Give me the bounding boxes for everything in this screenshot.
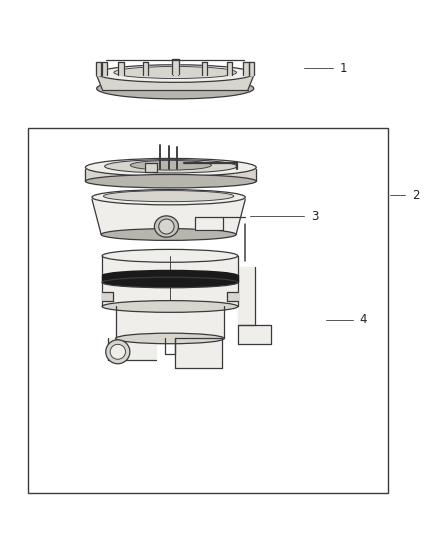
Polygon shape xyxy=(102,292,113,301)
Polygon shape xyxy=(118,62,124,75)
Polygon shape xyxy=(238,266,255,325)
Ellipse shape xyxy=(85,158,256,176)
Ellipse shape xyxy=(97,65,254,83)
Ellipse shape xyxy=(102,301,238,312)
Polygon shape xyxy=(143,62,148,75)
Polygon shape xyxy=(172,59,179,74)
Polygon shape xyxy=(202,62,207,75)
Ellipse shape xyxy=(154,216,178,237)
Polygon shape xyxy=(244,62,249,75)
Polygon shape xyxy=(92,199,245,235)
Ellipse shape xyxy=(102,277,238,288)
Polygon shape xyxy=(102,275,238,282)
Polygon shape xyxy=(249,62,254,75)
Polygon shape xyxy=(227,292,238,301)
Polygon shape xyxy=(102,256,238,306)
Ellipse shape xyxy=(116,333,224,344)
Text: 4: 4 xyxy=(359,313,367,326)
Ellipse shape xyxy=(102,249,238,262)
Ellipse shape xyxy=(101,229,236,240)
Polygon shape xyxy=(238,325,271,344)
Ellipse shape xyxy=(106,340,130,364)
Text: 1: 1 xyxy=(339,62,347,75)
Ellipse shape xyxy=(105,159,237,173)
Ellipse shape xyxy=(97,78,254,99)
Bar xyxy=(28,128,388,493)
Ellipse shape xyxy=(110,344,126,359)
Polygon shape xyxy=(108,338,156,360)
Polygon shape xyxy=(97,76,253,90)
Polygon shape xyxy=(116,306,224,338)
Polygon shape xyxy=(85,169,256,181)
Polygon shape xyxy=(173,62,178,75)
Ellipse shape xyxy=(159,219,174,234)
Polygon shape xyxy=(195,217,223,230)
Polygon shape xyxy=(175,338,222,368)
Ellipse shape xyxy=(103,191,234,201)
Polygon shape xyxy=(96,62,101,75)
Ellipse shape xyxy=(114,67,237,78)
Ellipse shape xyxy=(102,270,238,280)
Ellipse shape xyxy=(130,160,212,170)
Ellipse shape xyxy=(85,174,256,188)
Polygon shape xyxy=(227,62,232,75)
Ellipse shape xyxy=(92,190,245,205)
Text: 3: 3 xyxy=(311,210,318,223)
Polygon shape xyxy=(102,62,107,75)
Text: 2: 2 xyxy=(412,189,419,201)
Polygon shape xyxy=(145,163,157,172)
